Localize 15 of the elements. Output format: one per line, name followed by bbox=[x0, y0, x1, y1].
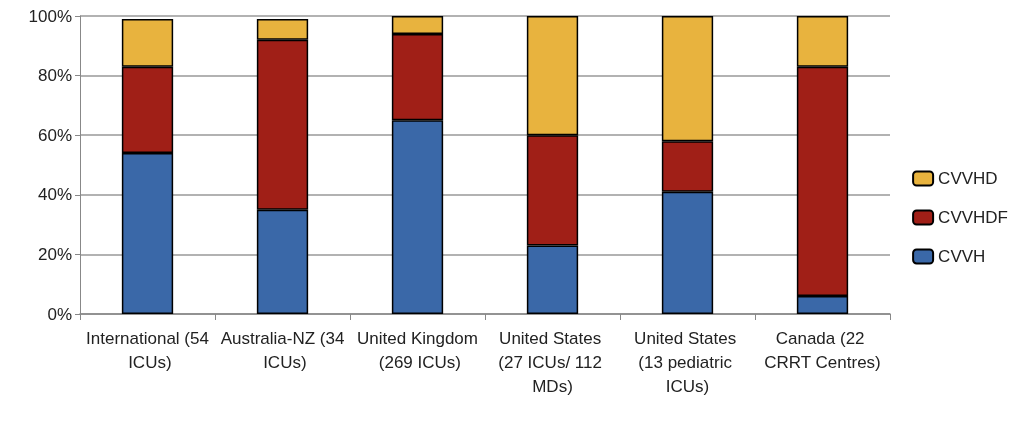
y-tick-label: 20% bbox=[37, 244, 72, 264]
y-tick-label: 60% bbox=[37, 125, 72, 145]
legend-label: CVVHDF bbox=[938, 208, 1009, 227]
x-tick-label: United Kingdom (269 ICUs) bbox=[357, 328, 478, 372]
x-tick-label: Canada (22 CRRT Centres) bbox=[764, 328, 881, 372]
y-tick-label: 100% bbox=[28, 6, 72, 26]
legend-label: CVVHD bbox=[938, 169, 998, 188]
x-tick-label: United States (13 pediatric ICUs) bbox=[634, 328, 741, 396]
x-tick-label: United States (27 ICUs/ 112 MDs) bbox=[498, 328, 607, 396]
legend-label: CVVH bbox=[938, 247, 986, 266]
y-tick-label: 80% bbox=[37, 66, 72, 86]
y-tick-label: 0% bbox=[47, 304, 72, 324]
x-tick-label: International (54 ICUs) bbox=[86, 328, 209, 372]
y-tick-label: 40% bbox=[37, 185, 72, 205]
x-tick-label: Australia-NZ (34 ICUs) bbox=[220, 328, 345, 372]
